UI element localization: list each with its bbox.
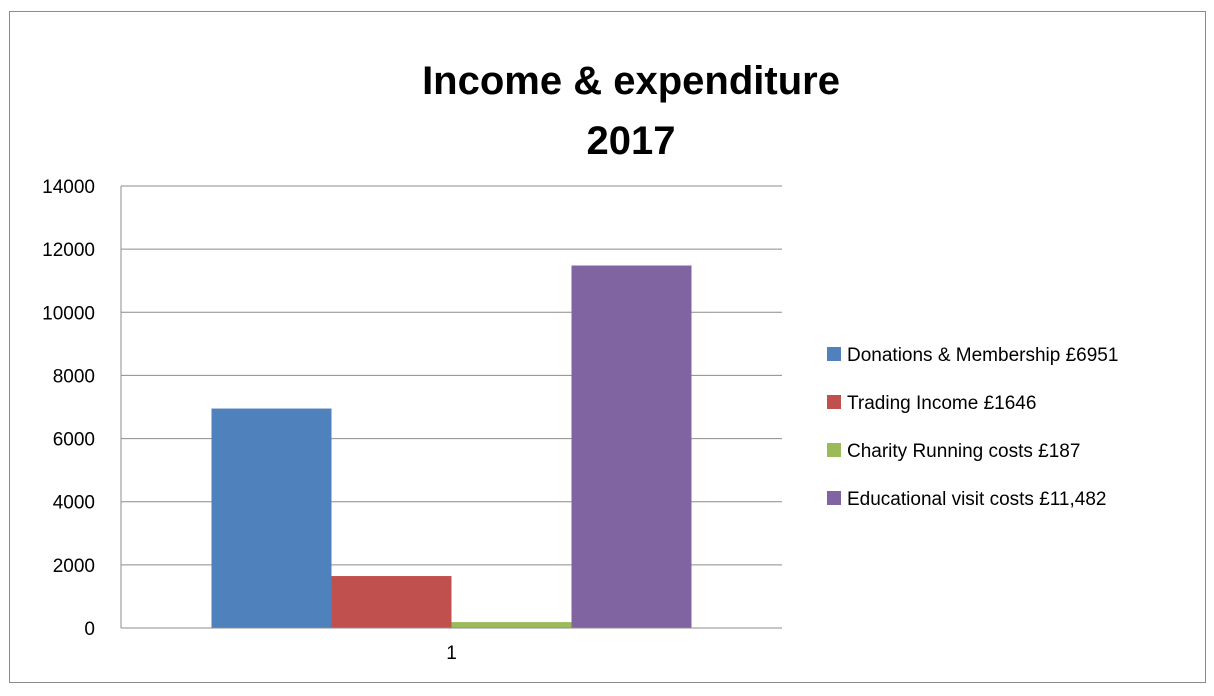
legend-label: Trading Income £1646 (847, 393, 1036, 414)
y-tick-label: 12000 (42, 240, 95, 261)
legend-swatch (827, 491, 841, 505)
chart-frame: Income & expenditure 2017 0 2000 4000 6000 8… (9, 11, 1206, 683)
bar-2 (331, 576, 452, 628)
legend-label: Donations & Membership £6951 (847, 345, 1118, 366)
legend-swatch (827, 443, 841, 457)
legend-swatch (827, 347, 841, 361)
y-tick-label: 14000 (42, 177, 95, 198)
legend-label: Educational visit costs £11,482 (847, 489, 1106, 510)
x-tick-label: 1 (446, 643, 457, 664)
bars (211, 265, 692, 628)
legend-label: Charity Running costs £187 (847, 441, 1080, 462)
y-tick-label: 6000 (53, 430, 95, 451)
y-tick-label: 8000 (53, 366, 95, 387)
y-tick-label: 0 (84, 619, 95, 640)
chart-title: Income & expenditure 2017 (422, 59, 840, 163)
bar-4 (571, 265, 692, 628)
legend: Donations & Membership £6951 Trading Inco… (827, 345, 1118, 510)
bar-chart: Income & expenditure 2017 0 2000 4000 6000 8… (42, 59, 1118, 664)
x-axis-tick-labels: 1 (446, 643, 457, 664)
legend-swatch (827, 395, 841, 409)
axes (120, 186, 782, 629)
bar-1 (211, 408, 332, 628)
chart-title-line-1: Income & expenditure (422, 59, 840, 103)
chart-title-line-2: 2017 (587, 119, 676, 163)
bar-3 (451, 622, 572, 628)
y-tick-label: 4000 (53, 493, 95, 514)
y-tick-label: 2000 (53, 556, 95, 577)
y-axis-tick-labels: 0 2000 4000 6000 8000 10000 12000 14000 (42, 177, 95, 640)
y-tick-label: 10000 (42, 303, 95, 324)
